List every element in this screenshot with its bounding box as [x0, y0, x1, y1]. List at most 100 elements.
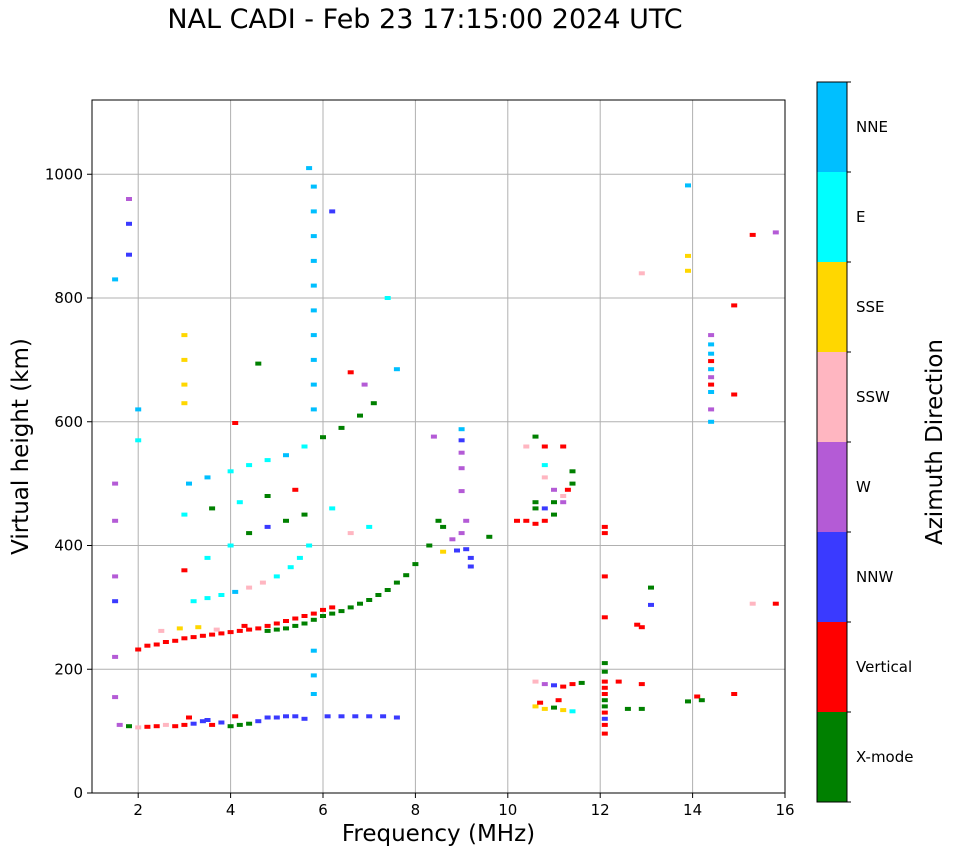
- data-point: [412, 562, 419, 567]
- data-point: [306, 543, 313, 548]
- data-point: [126, 221, 132, 226]
- data-point: [541, 506, 548, 511]
- data-point: [708, 390, 715, 394]
- x-tick-label: 8: [411, 801, 421, 819]
- data-point: [347, 605, 354, 610]
- data-point: [458, 427, 465, 432]
- data-point: [236, 500, 243, 505]
- data-point: [560, 500, 567, 505]
- data-point: [532, 500, 539, 505]
- data-point: [560, 708, 567, 713]
- axes-layer: 2 4 6 8 10 12 14 16 0 200 400 600 800 1000: [45, 165, 795, 819]
- data-point: [181, 333, 188, 338]
- data-point: [135, 647, 142, 652]
- data-point: [514, 518, 520, 523]
- data-point: [296, 555, 303, 560]
- y-tick-label: 1000: [45, 165, 83, 183]
- data-point: [310, 611, 317, 616]
- data-point: [601, 692, 608, 696]
- data-point: [204, 475, 211, 480]
- data-point: [135, 438, 142, 443]
- data-point: [458, 531, 465, 536]
- grid-layer: [92, 100, 786, 794]
- data-point: [551, 683, 557, 688]
- data-point: [467, 564, 474, 569]
- data-point: [560, 684, 567, 689]
- data-point: [292, 623, 299, 628]
- data-point: [601, 722, 608, 727]
- data-point: [384, 588, 391, 592]
- data-point: [541, 463, 548, 468]
- data-point: [112, 574, 119, 579]
- data-point: [181, 512, 188, 517]
- data-point: [708, 382, 715, 387]
- data-point: [601, 731, 608, 736]
- data-point: [601, 685, 608, 690]
- colorbar-tick-label: X-mode: [856, 748, 913, 766]
- data-point: [195, 625, 202, 630]
- data-point: [255, 361, 262, 366]
- data-point: [708, 419, 715, 424]
- data-point: [241, 623, 248, 628]
- data-point: [685, 268, 691, 273]
- data-point: [264, 494, 271, 498]
- data-point: [126, 724, 132, 729]
- colorbar-tick-label: SSE: [856, 298, 885, 316]
- data-point: [532, 679, 539, 684]
- data-point: [393, 367, 400, 372]
- data-point: [537, 700, 544, 705]
- data-point: [338, 609, 345, 614]
- data-point: [112, 481, 119, 486]
- data-point: [259, 580, 266, 585]
- colorbar-segment: [817, 442, 847, 532]
- data-point: [255, 626, 262, 631]
- data-point: [310, 308, 317, 313]
- data-point: [287, 565, 294, 570]
- data-point: [638, 271, 645, 276]
- colorbar-segment: [817, 352, 847, 442]
- data-point: [541, 706, 548, 711]
- data-point: [463, 518, 470, 523]
- data-point: [615, 679, 622, 684]
- data-point: [698, 698, 705, 703]
- data-point: [564, 487, 571, 492]
- x-tick-label: 14: [683, 801, 702, 819]
- colorbar-tick-label: E: [856, 208, 865, 226]
- data-point: [320, 614, 326, 618]
- data-point: [601, 669, 608, 674]
- data-point: [458, 466, 465, 471]
- data-point: [532, 704, 539, 709]
- data-point: [172, 638, 179, 643]
- data-point: [283, 619, 289, 623]
- data-point: [116, 722, 123, 727]
- data-point: [541, 475, 548, 480]
- data-point: [283, 626, 289, 631]
- colorbar: X-mode Vertical NNW W SSW SSE E NNE: [816, 81, 913, 803]
- colorbar-segment: [817, 622, 847, 712]
- data-point: [301, 444, 308, 449]
- data-point: [283, 518, 289, 523]
- data-point: [112, 599, 119, 604]
- data-point: [153, 642, 160, 647]
- data-point: [560, 494, 567, 498]
- data-point: [551, 500, 557, 505]
- data-point: [232, 589, 239, 594]
- data-point: [532, 506, 539, 511]
- data-point: [227, 630, 234, 635]
- data-point: [273, 627, 280, 632]
- data-point: [310, 617, 317, 622]
- data-point: [375, 593, 382, 597]
- data-point: [449, 537, 456, 542]
- data-point: [731, 692, 738, 696]
- plot-area-frame: [91, 99, 786, 794]
- data-point: [486, 534, 493, 539]
- data-point: [458, 489, 465, 494]
- data-point: [347, 531, 354, 536]
- data-point: [310, 692, 317, 696]
- data-point: [181, 401, 188, 406]
- data-point: [204, 596, 211, 601]
- y-tick-label: 0: [73, 784, 83, 802]
- data-point: [310, 258, 317, 263]
- colorbar-segment: [817, 172, 847, 262]
